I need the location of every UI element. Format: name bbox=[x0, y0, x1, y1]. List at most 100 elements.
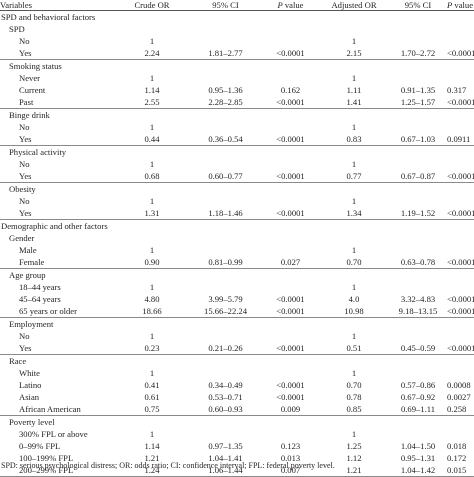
crude-ci-cell bbox=[189, 72, 262, 84]
crude-p-value-cell: 0.162 bbox=[280, 84, 301, 95]
crude-ci-cell: 1.18–1.46 bbox=[189, 207, 262, 220]
crude-or-cell bbox=[115, 60, 189, 73]
adjusted-p-value-cell: 0.258 bbox=[447, 403, 474, 416]
crude-ci-cell bbox=[189, 355, 262, 368]
crude-ci-cell bbox=[189, 183, 262, 196]
crude-p-value-cell bbox=[262, 158, 319, 170]
adjusted-p-value-cell bbox=[447, 232, 474, 244]
group-header-row: Physical activity bbox=[0, 146, 474, 159]
adjusted-p-value-cell: 0.0008 bbox=[447, 379, 471, 390]
adjusted-or-cell bbox=[319, 183, 389, 196]
adjusted-ci-cell bbox=[389, 367, 447, 379]
adjusted-or-cell: 1 bbox=[351, 367, 357, 378]
adjusted-p-value-cell bbox=[447, 318, 474, 331]
group-header-row: Employment bbox=[0, 318, 474, 331]
row-label: Yes bbox=[0, 207, 115, 220]
adjusted-or-cell bbox=[319, 60, 389, 73]
row-label: No bbox=[19, 195, 30, 206]
crude-or-cell: 18.66 bbox=[115, 305, 189, 318]
crude-or-cell: 1 bbox=[149, 330, 155, 341]
crude-ci-cell bbox=[189, 220, 262, 233]
crude-p-value-cell: 0.009 bbox=[262, 403, 319, 416]
adjusted-ci-cell: 3.32–4.83 bbox=[400, 293, 436, 304]
adjusted-ci-cell bbox=[389, 232, 447, 244]
adjusted-ci-cell: 1.25–1.57 bbox=[389, 96, 447, 109]
adjusted-ci-cell: 0.91–1.35 bbox=[400, 84, 436, 95]
adjusted-or-cell: 1 bbox=[351, 428, 357, 439]
crude-or-cell bbox=[115, 318, 189, 331]
crude-ci-cell bbox=[189, 232, 262, 244]
crude-or-cell: 1 bbox=[149, 367, 155, 378]
adjusted-ci-cell: 0.67–0.92 bbox=[400, 391, 436, 402]
adjusted-p-value-cell bbox=[447, 269, 474, 282]
adjusted-ci-cell: 0.67–1.03 bbox=[389, 133, 447, 146]
table-row: African American 0.75 0.60–0.93 0.009 0.85 0.… bbox=[0, 403, 474, 416]
crude-ci-cell bbox=[189, 244, 262, 256]
row-label: Never bbox=[19, 72, 40, 83]
crude-p-value-cell bbox=[262, 11, 319, 24]
adjusted-p-value-cell: 0.317 bbox=[447, 84, 467, 95]
crude-p-value-cell: <0.0001 bbox=[262, 305, 319, 318]
row-label: 100–199% FPL bbox=[19, 452, 74, 463]
adjusted-p-value-cell: <0.0001 bbox=[447, 96, 474, 109]
crude-p-value-cell bbox=[262, 72, 319, 84]
table-row: No 1 1 bbox=[0, 35, 474, 47]
adjusted-p-value-cell: 0.018 bbox=[447, 440, 467, 451]
adjusted-or-cell: 0.78 bbox=[346, 391, 362, 402]
crude-p-value-cell bbox=[262, 318, 319, 331]
adjusted-or-cell: 1 bbox=[351, 72, 357, 83]
adjusted-p-value-cell bbox=[447, 428, 474, 440]
crude-ci-cell: 1.81–2.77 bbox=[189, 47, 262, 60]
adjusted-ci-cell bbox=[389, 281, 447, 293]
crude-ci-cell bbox=[189, 330, 262, 342]
crude-p-value-cell bbox=[262, 416, 319, 429]
group-header-row: Smoking status bbox=[0, 60, 474, 73]
crude-p-value-cell bbox=[262, 428, 319, 440]
crude-p-value-cell: <0.0001 bbox=[276, 379, 305, 390]
crude-ci-cell: 0.60–0.77 bbox=[189, 170, 262, 183]
crude-p-value-cell bbox=[262, 23, 319, 35]
crude-or-cell: 1.14 bbox=[144, 84, 160, 95]
crude-or-cell bbox=[115, 416, 189, 429]
row-label: No bbox=[19, 330, 30, 341]
section-header-row: SPD and behavioral factors bbox=[0, 11, 474, 24]
adjusted-or-cell: 1.11 bbox=[346, 84, 362, 95]
header-p2-word: value bbox=[452, 0, 474, 10]
adjusted-ci-cell bbox=[389, 23, 447, 35]
table-row: Yes 0.44 0.36–0.54 <0.0001 0.83 0.67–1.03 0.09… bbox=[0, 133, 474, 146]
crude-or-cell bbox=[115, 146, 189, 159]
table-row: White 1 1 bbox=[0, 367, 474, 379]
crude-p-value-cell: <0.0001 bbox=[262, 133, 319, 146]
table-row: Male 1 1 bbox=[0, 244, 474, 256]
row-label: White bbox=[19, 367, 40, 378]
crude-or-cell bbox=[115, 355, 189, 368]
crude-p-value-cell: <0.0001 bbox=[262, 96, 319, 109]
row-label: Physical activity bbox=[9, 146, 67, 157]
adjusted-p-value-cell bbox=[447, 330, 474, 342]
adjusted-p-value-cell: 0.172 bbox=[447, 452, 467, 463]
crude-or-cell: 1 bbox=[149, 35, 155, 46]
table-row: 45–64 years 4.80 3.99–5.79 <0.0001 4.0 3.32–4… bbox=[0, 293, 474, 305]
adjusted-or-cell: 10.98 bbox=[319, 305, 389, 318]
group-header-row: Obesity bbox=[0, 183, 474, 196]
row-label: Demographic and other factors bbox=[1, 220, 108, 231]
adjusted-ci-cell: 1.04–1.42 bbox=[389, 464, 447, 477]
crude-p-value-cell: <0.0001 bbox=[262, 170, 319, 183]
table-row: 100–199% FPL 1.21 1.04–1.41 0.013 1.12 0.95–1… bbox=[0, 452, 474, 464]
table-row: 65 years or older 18.66 15.66–22.24 <0.0001… bbox=[0, 305, 474, 318]
crude-ci-cell: 0.81–0.99 bbox=[189, 256, 262, 269]
row-label: Female bbox=[0, 256, 115, 269]
table-row: 300% FPL or above 1 1 bbox=[0, 428, 474, 440]
adjusted-p-value-cell: 0.0911 bbox=[447, 133, 474, 146]
adjusted-p-value-cell: <0.0001 bbox=[447, 47, 474, 60]
adjusted-p-value-cell bbox=[447, 11, 474, 24]
adjusted-or-cell bbox=[319, 318, 389, 331]
table-row: No 1 1 bbox=[0, 195, 474, 207]
crude-or-cell bbox=[115, 269, 189, 282]
table-row: Yes 2.24 1.81–2.77 <0.0001 2.15 1.70–2.72 <0.0… bbox=[0, 47, 474, 60]
row-label: 300% FPL or above bbox=[19, 428, 88, 439]
row-label: Current bbox=[19, 84, 46, 95]
header-ci-adjusted: 95% CI bbox=[389, 0, 447, 11]
adjusted-ci-cell: 1.04–1.50 bbox=[400, 440, 436, 451]
